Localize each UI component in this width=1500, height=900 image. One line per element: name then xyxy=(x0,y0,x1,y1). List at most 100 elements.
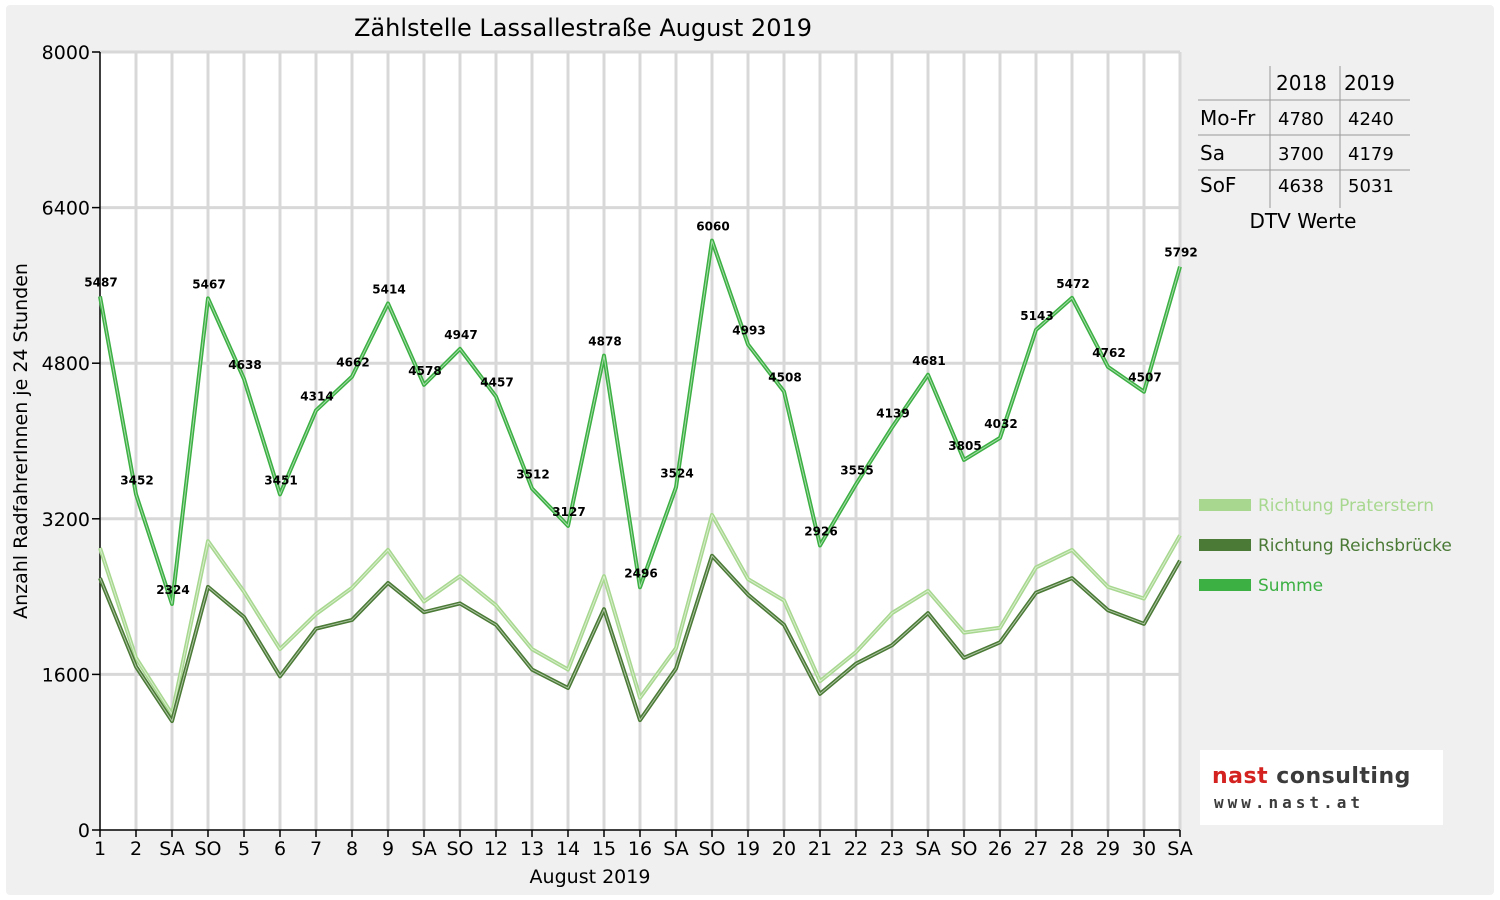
data-labels: 5487 3452 2324 5467 4638 3451 4314 4662 5414 4578… xyxy=(84,220,1197,597)
x-tick-label: 23 xyxy=(880,838,904,860)
x-tick-label: 22 xyxy=(844,838,868,860)
y-tick-label: 1600 xyxy=(42,664,90,686)
data-label: 4578 xyxy=(408,364,441,378)
legend-swatch xyxy=(1199,499,1251,511)
legend-swatch xyxy=(1199,579,1251,591)
x-tick-label: 29 xyxy=(1096,838,1120,860)
y-tick-label: 0 xyxy=(78,820,90,842)
data-label: 4681 xyxy=(912,354,945,368)
x-tick-label: SO xyxy=(698,838,725,860)
legend: Richtung Praterstern Richtung Reichsbrück… xyxy=(1199,496,1452,596)
data-label: 2926 xyxy=(804,524,837,538)
data-label: 5414 xyxy=(372,282,405,296)
x-tick-label: 12 xyxy=(484,838,508,860)
x-tick-label: SA xyxy=(663,838,688,860)
nast-consulting-logo: nast consulting www.nast.at xyxy=(1200,750,1443,825)
series-line-highlight xyxy=(99,514,1181,715)
y-tick-label: 4800 xyxy=(42,353,90,375)
x-tick-label: 5 xyxy=(238,838,250,860)
y-tick-labels: 0 1600 3200 4800 6400 8000 xyxy=(42,42,90,842)
logo-url: www.nast.at xyxy=(1214,793,1364,812)
x-tick-label: 21 xyxy=(808,838,832,860)
y-tick-label: 6400 xyxy=(42,198,90,220)
dtv-row-label: SoF xyxy=(1200,173,1236,197)
logo-wordmark: nast consulting xyxy=(1212,764,1411,789)
dtv-cell: 3700 xyxy=(1278,144,1324,165)
dtv-cell: 4240 xyxy=(1348,109,1394,130)
x-tick-label: 7 xyxy=(310,838,322,860)
x-tick-label: 13 xyxy=(520,838,544,860)
x-tick-label: 26 xyxy=(988,838,1012,860)
series-line-highlight xyxy=(99,240,1181,605)
x-tick-label: 16 xyxy=(628,838,652,860)
data-label: 4878 xyxy=(588,335,621,349)
data-label: 4762 xyxy=(1092,346,1125,360)
data-label: 5467 xyxy=(192,277,225,291)
dtv-cell: 4638 xyxy=(1278,176,1324,197)
logo-part2: consulting xyxy=(1268,764,1411,789)
x-tick-label: 9 xyxy=(382,838,394,860)
x-tick-label: 15 xyxy=(592,838,616,860)
dtv-header-2019: 2019 xyxy=(1344,71,1395,95)
x-tick-label: SA xyxy=(411,838,436,860)
data-label: 5472 xyxy=(1056,277,1089,291)
dtv-cell: 4179 xyxy=(1348,144,1394,165)
dtv-caption: DTV Werte xyxy=(1250,209,1357,233)
axes xyxy=(92,51,1181,837)
legend-label: Richtung Praterstern xyxy=(1258,496,1434,516)
x-axis-label: August 2019 xyxy=(530,866,651,888)
grid-lines xyxy=(100,50,1182,830)
x-tick-labels: 1 2 SA SO 5 6 7 8 9 SA SO 12 13 14 15 16 SA SO 19 20 21 22 23 S… xyxy=(94,838,1193,860)
data-label: 2496 xyxy=(624,566,657,580)
data-label: 3512 xyxy=(516,467,549,481)
dtv-cell: 4780 xyxy=(1278,109,1324,130)
data-label: 4032 xyxy=(984,417,1017,431)
dtv-row-label: Mo-Fr xyxy=(1200,106,1256,130)
x-tick-label: SA xyxy=(159,838,184,860)
data-label: 4507 xyxy=(1128,371,1161,385)
y-tick-label: 3200 xyxy=(42,509,90,531)
legend-label: Summe xyxy=(1258,576,1323,596)
data-label: 3127 xyxy=(552,505,585,519)
data-label: 3524 xyxy=(660,466,693,480)
data-label: 3451 xyxy=(264,473,297,487)
data-label: 5792 xyxy=(1164,246,1197,260)
x-tick-label: SO xyxy=(194,838,221,860)
legend-swatch xyxy=(1199,539,1251,551)
x-tick-label: 28 xyxy=(1060,838,1084,860)
data-label: 3555 xyxy=(840,463,873,477)
x-tick-label: 1 xyxy=(94,838,106,860)
dtv-header-2018: 2018 xyxy=(1276,71,1327,95)
logo-part1: nast xyxy=(1212,764,1269,789)
series-line-highlight xyxy=(99,555,1181,722)
x-tick-label: 8 xyxy=(346,838,358,860)
x-tick-label: SO xyxy=(950,838,977,860)
data-label: 4314 xyxy=(300,389,333,403)
data-label: 2324 xyxy=(156,583,189,597)
series-lines xyxy=(98,238,1182,724)
data-label: 4139 xyxy=(876,406,909,420)
data-label: 4457 xyxy=(480,376,513,390)
dtv-cell: 5031 xyxy=(1348,176,1394,197)
data-label: 5143 xyxy=(1020,309,1053,323)
chart-title: Zählstelle Lassallestraße August 2019 xyxy=(354,14,812,42)
data-label: 4993 xyxy=(732,323,765,337)
x-tick-label: 27 xyxy=(1024,838,1048,860)
x-tick-label: 2 xyxy=(130,838,142,860)
y-tick-label: 8000 xyxy=(42,42,90,64)
data-label: 3805 xyxy=(948,439,981,453)
legend-label: Richtung Reichsbrücke xyxy=(1258,536,1452,556)
data-label: 6060 xyxy=(696,220,729,234)
x-tick-label: 20 xyxy=(772,838,796,860)
data-label: 5487 xyxy=(84,275,117,289)
data-label: 4638 xyxy=(228,358,261,372)
x-tick-label: 30 xyxy=(1132,838,1156,860)
data-label: 4508 xyxy=(768,371,801,385)
data-label: 4662 xyxy=(336,356,369,370)
x-tick-label: 19 xyxy=(736,838,760,860)
x-tick-label: SO xyxy=(446,838,473,860)
x-tick-label: 6 xyxy=(274,838,286,860)
y-axis-label: Anzahl RadfahrerInnen je 24 Stunden xyxy=(10,263,32,619)
dtv-table: 2018 2019 Mo-Fr 4780 4240 Sa 3700 4179 S… xyxy=(1198,66,1410,233)
x-tick-label: SA xyxy=(915,838,940,860)
